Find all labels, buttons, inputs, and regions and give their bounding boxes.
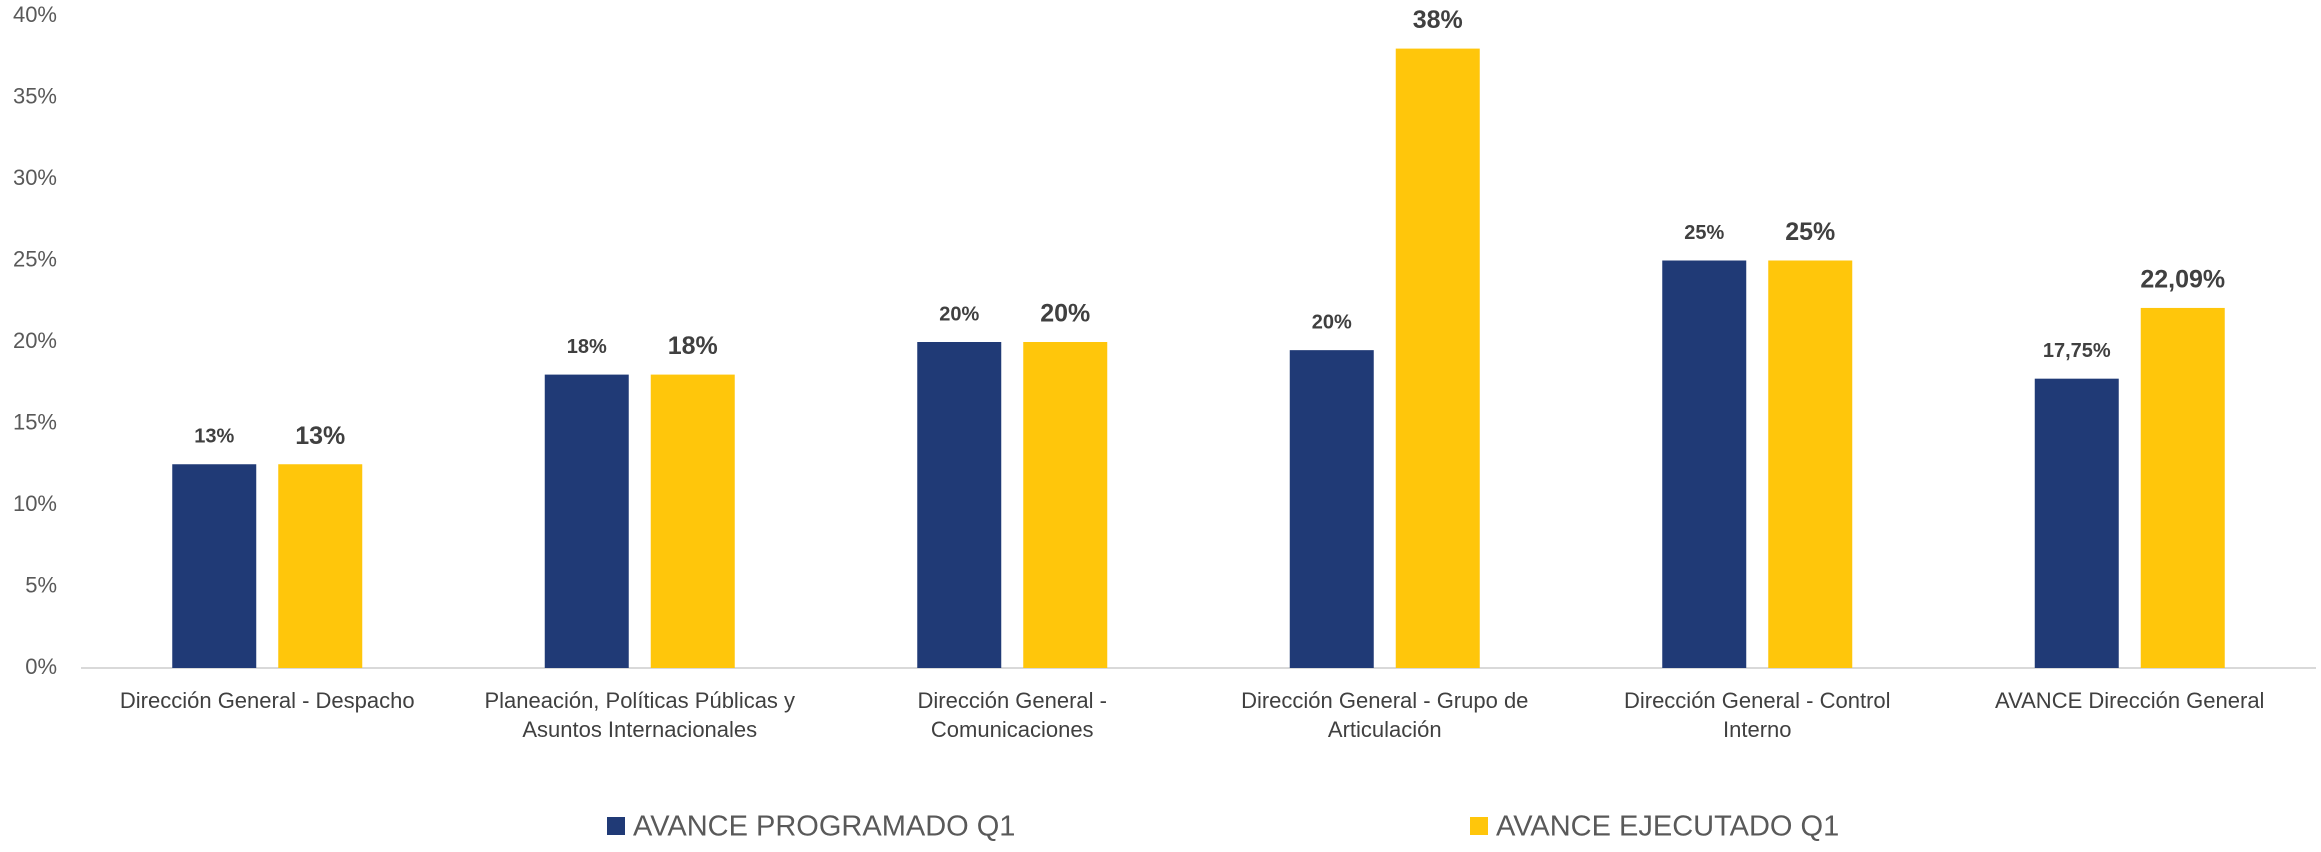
x-tick-label: Dirección General - Comunicaciones	[917, 688, 1107, 742]
x-tick-label: Dirección General - Despacho	[119, 688, 415, 713]
data-label: 18%	[567, 336, 607, 358]
bar	[650, 374, 735, 668]
y-tick-label: 10%	[13, 491, 57, 516]
bar	[172, 464, 257, 668]
y-tick-label: 30%	[13, 165, 57, 190]
y-tick-label: 0%	[25, 654, 57, 679]
data-label: 17,75%	[2043, 340, 2111, 362]
y-tick-label: 35%	[13, 83, 57, 108]
legend-label: AVANCE EJECUTADO Q1	[1496, 811, 1839, 843]
x-tick-label: Dirección General - Control Interno	[1623, 688, 1891, 742]
y-tick-label: 40%	[13, 2, 57, 27]
y-tick-label: 5%	[25, 572, 57, 597]
data-label: 20%	[939, 303, 979, 325]
data-label: 22,09%	[2140, 266, 2225, 294]
data-label: 18%	[668, 332, 718, 360]
data-label: 25%	[1785, 218, 1835, 246]
legend-label: AVANCE PROGRAMADO Q1	[633, 811, 1015, 843]
y-tick-label: 20%	[13, 328, 57, 353]
y-tick-label: 15%	[13, 409, 57, 434]
x-tick-label: Planeación, Políticas Públicas y Asuntos…	[484, 688, 796, 742]
data-label: 13%	[194, 426, 234, 448]
data-label: 20%	[1312, 311, 1352, 333]
legend-swatch	[607, 817, 625, 835]
bar	[1289, 350, 1374, 668]
data-label: 13%	[295, 422, 345, 450]
bar	[1768, 260, 1853, 668]
bar	[1662, 260, 1747, 668]
legend-swatch	[1470, 817, 1488, 835]
x-tick-label: AVANCE Dirección General	[1995, 688, 2265, 713]
bar	[278, 464, 363, 668]
bar	[544, 374, 629, 668]
bar	[2034, 378, 2119, 668]
bar	[1395, 48, 1480, 669]
bar	[2140, 307, 2225, 668]
data-label: 25%	[1684, 222, 1724, 244]
bar	[917, 342, 1002, 668]
x-tick-label: Dirección General - Grupo de Articulació…	[1241, 688, 1529, 742]
y-tick-label: 25%	[13, 246, 57, 271]
data-label: 38%	[1413, 6, 1463, 34]
bar	[1023, 342, 1108, 668]
data-label: 20%	[1040, 300, 1090, 328]
